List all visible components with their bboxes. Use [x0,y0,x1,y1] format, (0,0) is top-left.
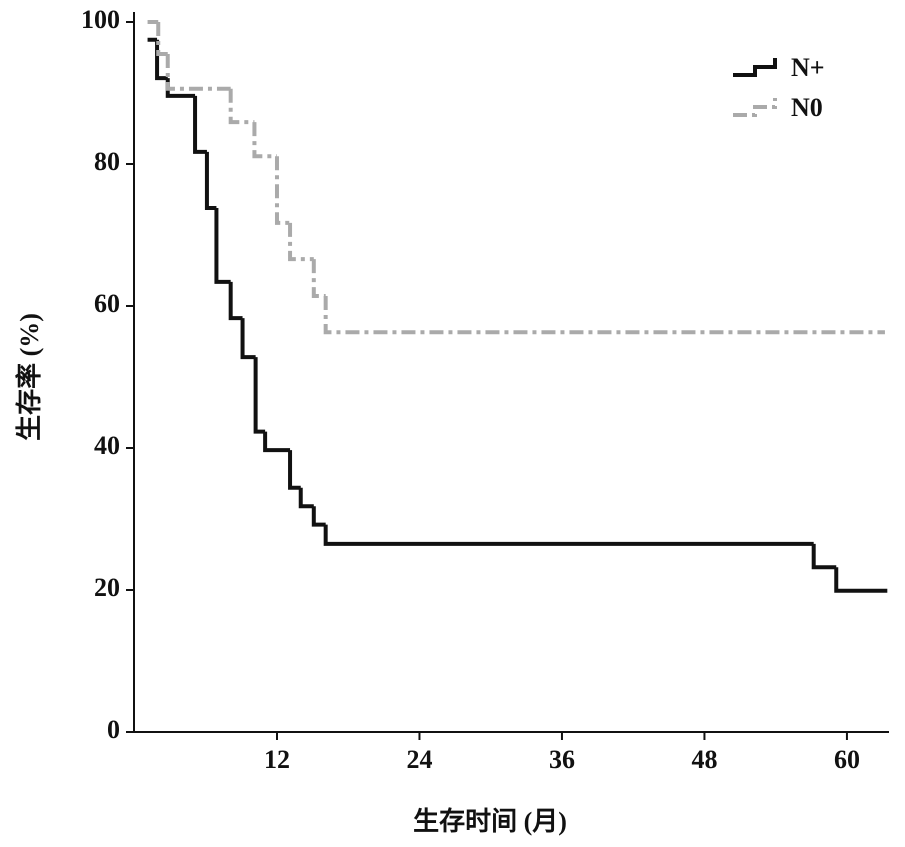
survival-step [193,95,207,154]
y-axis-label: 生存率 (%) [14,313,44,441]
legend-swatch [733,58,777,77]
survival-step [323,296,885,335]
survival-step [311,506,326,527]
survival-step [214,208,231,284]
legend-swatch [733,98,777,117]
survival-step [288,450,301,490]
x-tick-label: 12 [264,745,290,774]
survival-step [165,53,231,91]
survival-step [240,318,256,360]
survival-step [811,543,837,570]
y-tick-label: 40 [94,431,120,460]
survival-step [274,156,291,225]
survival-step [288,222,314,262]
survival-step [156,22,168,56]
y-tick-label: 80 [94,147,120,176]
survival-step [263,431,291,453]
legend-label: N0 [791,93,823,122]
survival-step [252,122,277,159]
survival-step [228,281,243,321]
y-tick-label: 20 [94,573,120,602]
survival-step [298,487,314,509]
y-tick-label: 100 [81,5,120,34]
x-tick-label: 48 [691,745,717,774]
y-tick-label: 60 [94,289,120,318]
survival-step [228,88,255,125]
survival-step [204,151,217,211]
x-tick-label: 60 [834,745,860,774]
survival-step [834,567,888,593]
x-tick-label: 24 [406,745,432,774]
x-tick-label: 36 [549,745,575,774]
survival-step [253,357,266,434]
survival-step [323,524,814,546]
y-tick-label: 0 [107,715,120,744]
survival-step [311,259,326,299]
legend-label: N+ [791,53,825,82]
x-axis-label: 生存时间 (月) [413,807,567,836]
